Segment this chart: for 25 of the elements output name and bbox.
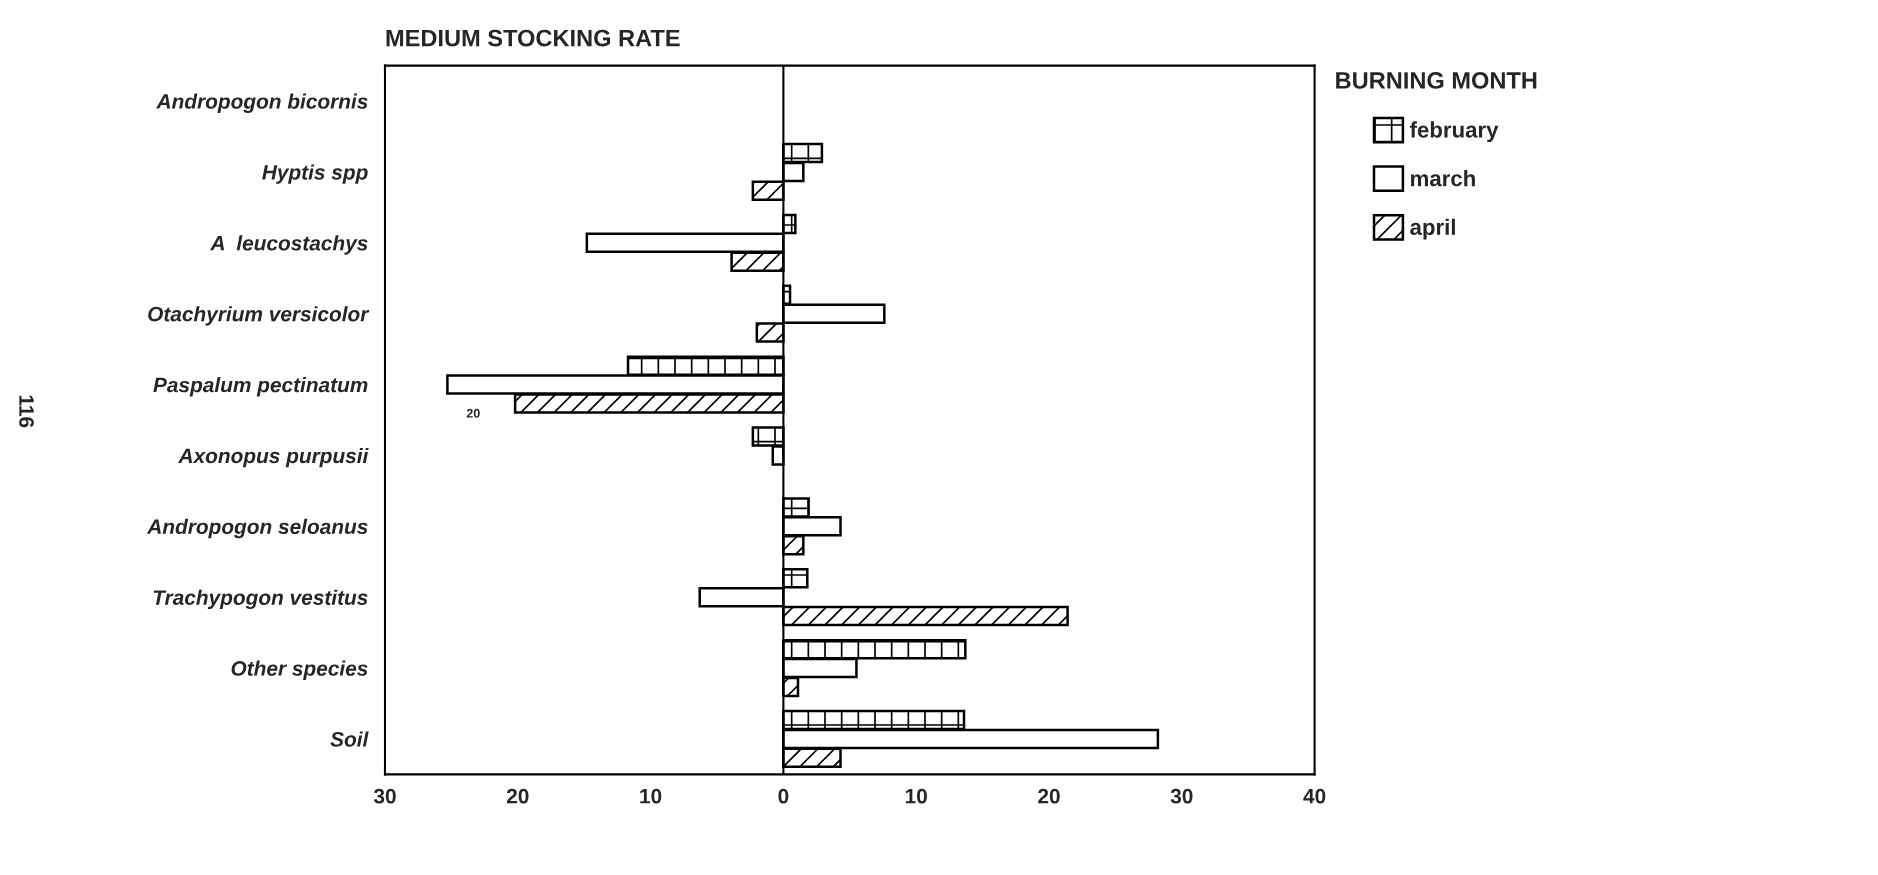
- x-tick-label: 20: [506, 788, 529, 804]
- y-tick-label: Trachypogon vestitus: [153, 589, 368, 610]
- legend-title: BURNING MONTH: [1336, 72, 1537, 89]
- y-tick-label: Paspalum pectinatum: [153, 377, 368, 397]
- x-tick-label: 10: [640, 788, 662, 804]
- chart-title: MEDIUM STOCKING RATE: [386, 29, 680, 47]
- x-tick-label: 30: [373, 788, 396, 804]
- y-tick-label: A leucostachys: [210, 235, 368, 255]
- y-tick-label: Andropogon seloanus: [146, 518, 368, 539]
- legend-label: february: [1409, 121, 1499, 143]
- x-tick-label: 20: [1038, 788, 1060, 804]
- legend-label: april: [1410, 218, 1455, 240]
- x-tick-label: 10: [905, 788, 927, 804]
- y-tick-label: Andropogon bicornis: [156, 93, 368, 113]
- legend-label: march: [1411, 170, 1475, 187]
- text: 116: [19, 395, 34, 428]
- x-tick-label: 30: [1170, 788, 1193, 804]
- y-tick-label: Axonopus purpusii: [178, 447, 369, 468]
- x-tick-label: 0: [778, 788, 789, 804]
- x-tick-label: 40: [1303, 788, 1326, 804]
- y-tick-label: Otachyrium versicolor: [148, 306, 370, 326]
- annotation: 20: [466, 408, 480, 418]
- y-tick-label: Hyptis spp: [262, 164, 368, 184]
- y-tick-label: Soil: [330, 731, 369, 747]
- y-tick-label: Other species: [231, 660, 368, 680]
